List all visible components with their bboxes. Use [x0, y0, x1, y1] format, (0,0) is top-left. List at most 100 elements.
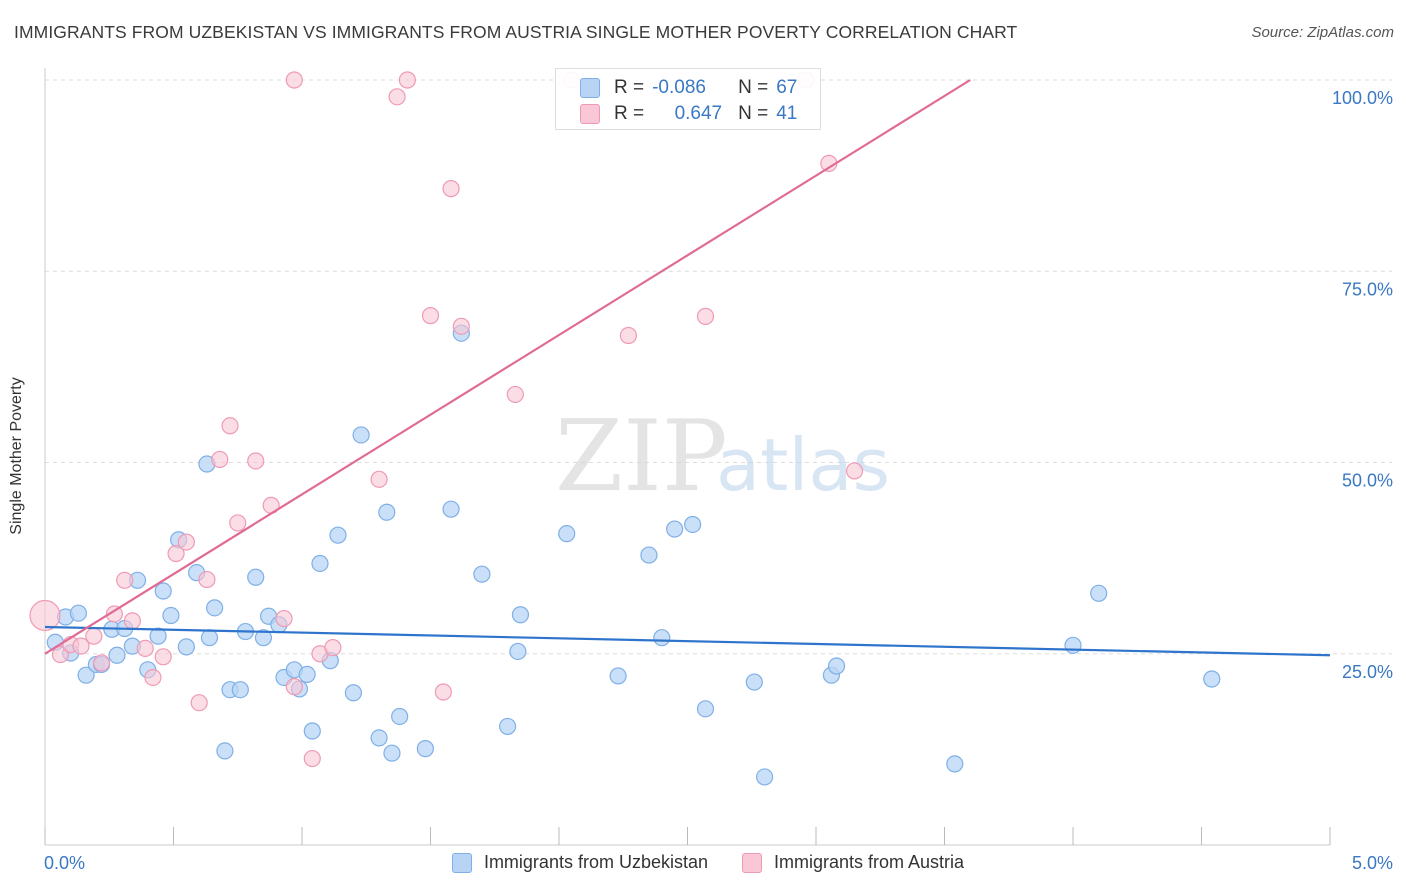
data-point-uzbekistan — [1090, 584, 1108, 602]
data-point-uzbekistan — [509, 642, 527, 661]
data-point-austria — [845, 462, 864, 480]
axes — [44, 68, 1331, 846]
data-point-austria — [221, 417, 239, 435]
data-point-uzbekistan — [216, 742, 234, 760]
data-point-uzbekistan — [666, 520, 684, 538]
legend-swatch-uzbekistan — [451, 852, 472, 873]
legend-label-austria: Immigrants from Austria — [774, 852, 965, 872]
data-point-uzbekistan — [352, 426, 370, 444]
data-point-uzbekistan — [378, 503, 396, 521]
data-point-uzbekistan — [303, 722, 321, 740]
data-point-austria — [303, 749, 321, 768]
data-point-uzbekistan — [247, 568, 265, 586]
legend-item-uzbekistan[interactable]: Immigrants from Uzbekistan — [451, 852, 708, 873]
data-point-austria — [211, 450, 229, 469]
data-point-austria — [116, 571, 134, 589]
trend-line-austria — [44, 79, 971, 655]
data-point-austria — [167, 544, 185, 563]
data-point-austria — [247, 452, 265, 470]
data-point-uzbekistan — [149, 627, 167, 645]
stats-r-value: -0.086 — [652, 77, 706, 98]
data-point-uzbekistan — [558, 525, 576, 543]
x-tick-label: 0.0% — [44, 853, 85, 873]
data-point-uzbekistan — [827, 657, 846, 675]
data-point-uzbekistan — [370, 729, 388, 747]
data-point-uzbekistan — [177, 638, 195, 656]
data-point-austria — [421, 307, 440, 325]
data-point-austria — [696, 307, 715, 325]
data-point-austria — [198, 570, 216, 589]
chart-title: IMMIGRANTS FROM UZBEKISTAN VS IMMIGRANTS… — [14, 22, 1018, 42]
watermark: ZIP atlas — [555, 400, 890, 514]
stats-row-uzbekistan: R = -0.086 N = 67 — [580, 75, 797, 101]
series-legend: Immigrants from Uzbekistan Immigrants fr… — [0, 852, 1406, 873]
source-credit: Source: ZipAtlas.com — [1251, 24, 1394, 41]
y-tick-label: 25.0% — [1342, 662, 1393, 682]
data-point-austria — [105, 605, 123, 623]
data-point-uzbekistan — [1203, 670, 1221, 688]
data-point-uzbekistan — [231, 681, 249, 699]
stats-swatch-austria — [580, 104, 600, 124]
trend-line-uzbekistan — [44, 625, 1331, 657]
data-point-austria — [442, 180, 460, 198]
data-point-uzbekistan — [200, 629, 219, 647]
data-point-austria — [92, 654, 111, 672]
series-austria-points — [29, 71, 864, 768]
data-point-uzbekistan — [329, 526, 347, 544]
data-point-uzbekistan — [311, 554, 329, 573]
data-point-uzbekistan — [755, 768, 774, 786]
data-point-austria — [154, 648, 172, 666]
data-point-austria — [285, 678, 303, 696]
watermark-atlas: atlas — [716, 423, 890, 507]
y-axis-label: Single Mother Poverty — [8, 377, 25, 535]
data-point-uzbekistan — [154, 582, 172, 600]
data-point-uzbekistan — [383, 744, 401, 762]
data-point-austria — [144, 668, 162, 687]
data-point-uzbekistan — [206, 599, 224, 617]
data-point-uzbekistan — [696, 700, 715, 718]
tick-labels: 25.0% 50.0% 75.0% 100.0% 0.0% 5.0% — [44, 88, 1393, 873]
data-point-uzbekistan — [684, 515, 702, 534]
data-point-uzbekistan — [946, 755, 964, 773]
data-point-austria — [619, 326, 637, 345]
data-point-austria — [452, 317, 470, 335]
data-point-uzbekistan — [162, 606, 180, 625]
data-point-uzbekistan — [442, 500, 460, 518]
data-point-uzbekistan — [499, 717, 517, 736]
data-point-austria — [72, 637, 90, 655]
trend-lines — [44, 79, 1331, 657]
data-point-uzbekistan — [254, 629, 273, 647]
y-tick-label: 50.0% — [1342, 471, 1393, 491]
data-point-austria — [398, 71, 416, 89]
data-point-austria — [136, 639, 154, 657]
data-point-uzbekistan — [473, 565, 491, 583]
data-point-austria — [285, 71, 303, 89]
data-point-austria — [29, 599, 61, 632]
stats-n-label: N = — [738, 77, 769, 98]
data-point-austria — [123, 612, 141, 630]
stats-r-value: 0.647 — [674, 103, 723, 124]
data-point-austria — [229, 514, 247, 532]
data-point-uzbekistan — [69, 604, 88, 622]
data-point-uzbekistan — [653, 629, 671, 647]
legend-swatch-austria — [742, 852, 762, 873]
stats-n-label: N = — [738, 103, 769, 124]
legend-item-austria[interactable]: Immigrants from Austria — [742, 852, 964, 873]
gridlines — [45, 79, 1392, 655]
data-point-austria — [51, 645, 70, 664]
data-point-uzbekistan — [416, 740, 434, 758]
data-point-uzbekistan — [344, 684, 362, 702]
data-point-uzbekistan — [609, 667, 627, 685]
data-point-uzbekistan — [108, 646, 126, 664]
y-tick-label: 75.0% — [1342, 279, 1393, 299]
y-axis-label-wrap: Single Mother Poverty — [8, 377, 26, 534]
stats-r-label: R = — [614, 103, 645, 124]
stats-row-austria: R = 0.647 N = 41 — [580, 101, 797, 127]
data-point-austria — [85, 627, 103, 645]
stats-legend: R = -0.086 N = 67 R = 0.647 N = 41 — [555, 68, 821, 130]
data-point-austria — [506, 385, 524, 404]
data-point-austria — [324, 639, 342, 657]
legend-label-uzbekistan: Immigrants from Uzbekistan — [483, 852, 708, 872]
data-point-uzbekistan — [745, 673, 763, 691]
